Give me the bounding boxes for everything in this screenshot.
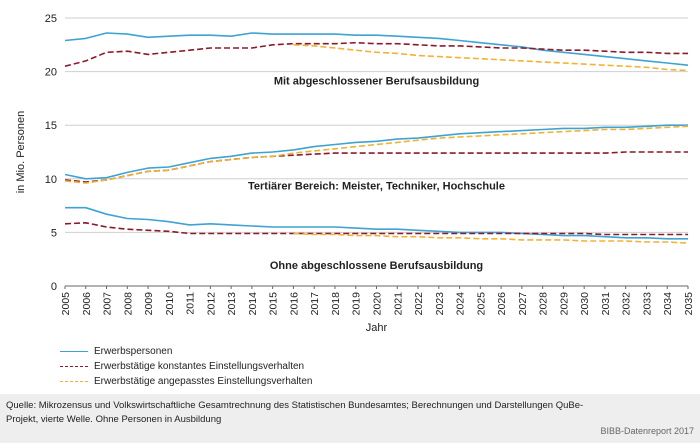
legend-swatch-dashed-orange — [60, 381, 88, 382]
x-tick-label: 2007 — [102, 292, 114, 316]
x-tick-label: 2008 — [122, 292, 134, 316]
y-tick-label: 0 — [51, 281, 57, 293]
y-tick-label: 20 — [45, 67, 57, 79]
x-tick-label: 2023 — [434, 292, 446, 316]
x-tick-label: 2028 — [538, 292, 550, 316]
series-line-mit-angepasst — [293, 44, 689, 72]
chart-legend: Erwerbspersonen Erwerbstätige konstantes… — [60, 344, 312, 389]
legend-label: Erwerbstätige konstantes Einstellungsver… — [94, 361, 305, 372]
x-tick-label: 2027 — [517, 292, 529, 316]
legend-swatch-dashed-red — [60, 366, 88, 367]
legend-item-erwerbspersonen: Erwerbspersonen — [60, 344, 312, 359]
x-tick-label: 2024 — [455, 292, 467, 316]
x-tick-label: 2035 — [683, 292, 695, 316]
x-axis-label: Jahr — [366, 322, 388, 334]
x-tick-label: 2020 — [372, 292, 384, 316]
legend-item-angepasst: Erwerbstätige angepasstes Einstellungsve… — [60, 374, 312, 389]
x-tick-label: 2029 — [558, 292, 570, 316]
x-tick-label: 2019 — [351, 292, 363, 316]
x-tick-label: 2022 — [413, 292, 425, 316]
y-tick-label: 10 — [45, 174, 57, 186]
group-annotation: Ohne abgeschlossene Berufsausbildung — [270, 260, 483, 272]
source-note: Quelle: Mikrozensus und Volkswirtschaftl… — [6, 400, 584, 425]
legend-label: Erwerbspersonen — [94, 346, 173, 357]
x-tick-label: 2025 — [475, 292, 487, 316]
series-line-tertiaer-erwerbspersonen — [64, 124, 688, 180]
x-tick-label: 2032 — [621, 292, 633, 316]
series-line-tertiaer-konstant — [64, 151, 688, 183]
x-tick-label: 2021 — [392, 292, 404, 316]
series-line-mit-erwerbspersonen — [64, 32, 689, 66]
x-tick-label: 2034 — [662, 292, 674, 316]
series-line-ohne-erwerbspersonen — [65, 206, 688, 240]
footer-bar — [0, 394, 700, 443]
legend-swatch-solid-blue — [60, 351, 88, 352]
x-tick-label: 2013 — [226, 292, 238, 316]
series-line-mit-konstant — [64, 41, 688, 67]
x-tick-label: 2009 — [143, 292, 155, 316]
x-tick-label: 2018 — [330, 292, 342, 316]
series-line-tertiaer-angepasst — [64, 125, 689, 184]
x-tick-label: 2030 — [579, 292, 591, 316]
legend-label: Erwerbstätige angepasstes Einstellungsve… — [94, 376, 313, 387]
x-tick-label: 2015 — [268, 292, 280, 316]
group-annotation: Tertiärer Bereich: Meister, Techniker, H… — [248, 181, 505, 193]
x-tick-label: 2005 — [60, 292, 72, 316]
x-tick-label: 2006 — [81, 292, 93, 316]
report-credit: BIBB-Datenreport 2017 — [600, 426, 694, 436]
x-tick-label: 2010 — [164, 292, 176, 316]
series-line-ohne-konstant — [64, 222, 688, 236]
x-tick-label: 2031 — [600, 292, 612, 316]
legend-item-konstant: Erwerbstätige konstantes Einstellungsver… — [60, 359, 312, 374]
y-axis-label: in Mio. Personen — [15, 111, 27, 194]
y-tick-label: 15 — [45, 120, 57, 132]
x-tick-label: 2012 — [205, 292, 217, 316]
x-tick-label: 2026 — [496, 292, 508, 316]
x-tick-label: 2016 — [288, 292, 300, 316]
x-tick-label: 2011 — [185, 292, 197, 315]
y-tick-label: 25 — [45, 13, 57, 25]
x-tick-label: 2014 — [247, 292, 259, 316]
group-annotation: Mit abgeschlossener Berufsausbildung — [274, 75, 479, 87]
y-tick-label: 5 — [51, 227, 57, 239]
series-line-ohne-angepasst — [293, 232, 689, 244]
x-tick-label: 2033 — [641, 292, 653, 316]
x-tick-label: 2017 — [309, 292, 321, 316]
